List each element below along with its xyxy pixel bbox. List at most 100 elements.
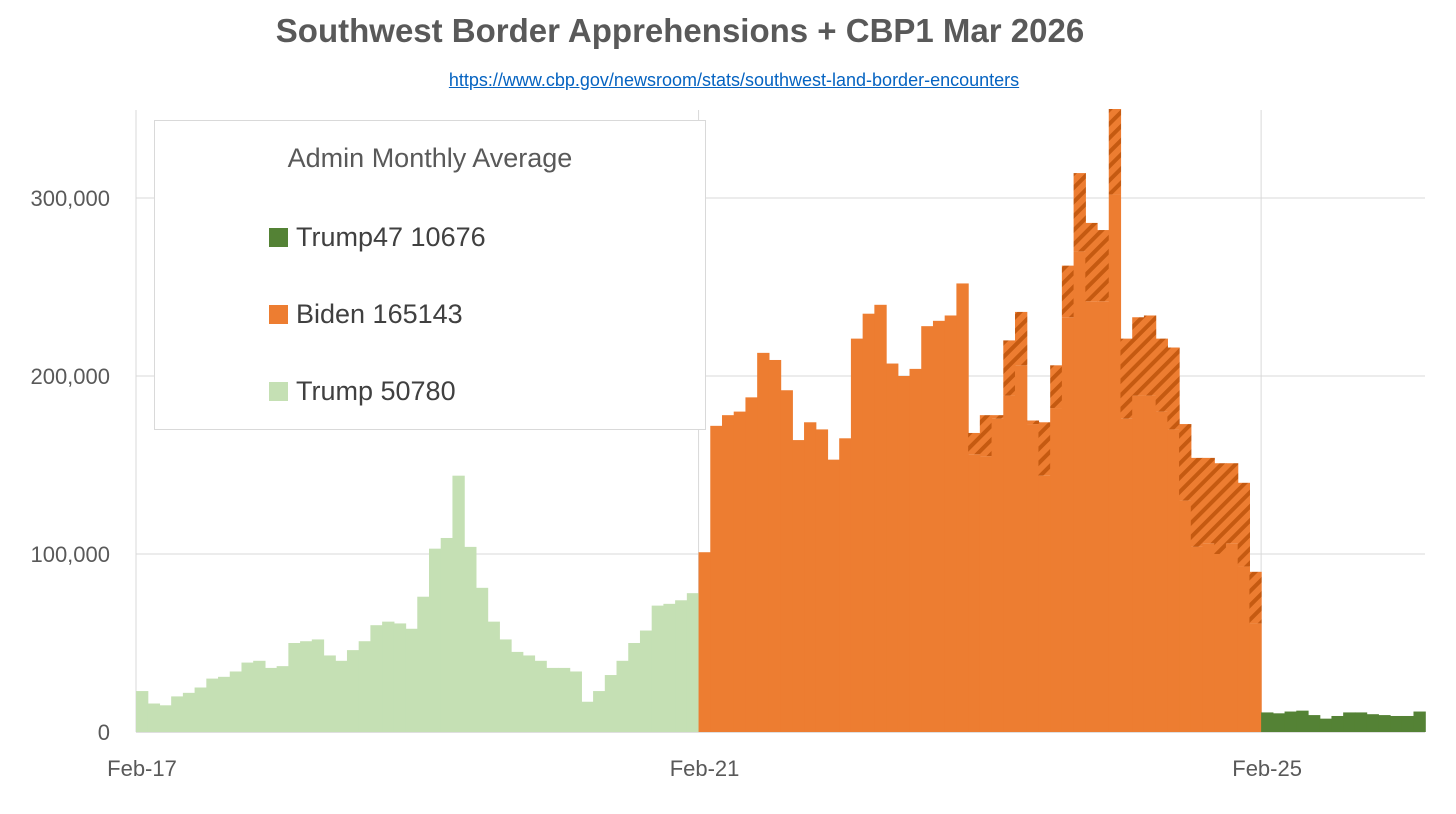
bar-biden-21 (944, 315, 957, 732)
bar-trump-11 (264, 667, 278, 732)
bar-trump-20 (370, 625, 383, 732)
x-tick-label-2: Feb-25 (1232, 756, 1302, 781)
bar-biden-cbp1-44 (1214, 463, 1227, 554)
bar-biden-7 (780, 390, 793, 732)
bar-biden-cbp1-47 (1249, 571, 1262, 624)
bar-biden-37 (1132, 395, 1145, 732)
bar-trump-26 (440, 537, 454, 732)
bar-biden-cbp1-38 (1143, 315, 1157, 396)
bar-trump-17 (335, 660, 348, 732)
bar-biden-39 (1155, 411, 1168, 732)
bar-biden-cbp1-46 (1237, 482, 1250, 567)
bar-trump-24 (417, 596, 430, 732)
bar-biden-16 (886, 363, 899, 732)
bar-trump-23 (405, 628, 418, 732)
bar-trump-36 (557, 667, 571, 732)
bar-biden-cbp1-23 (968, 432, 981, 455)
bar-biden-25 (991, 418, 1004, 732)
bar-trump-22 (393, 623, 407, 732)
bar-trump-9 (241, 662, 254, 732)
bar-biden-cbp1-31 (1061, 265, 1075, 318)
bar-trump-13 (288, 643, 301, 732)
bar-trump-14 (300, 641, 313, 732)
bar-trump47-11 (1390, 715, 1403, 732)
bar-biden-42 (1190, 546, 1204, 732)
bar-biden-cbp1-45 (1225, 463, 1239, 544)
bar-biden-cbp1-40 (1167, 347, 1180, 430)
bar-trump-15 (311, 639, 325, 732)
bar-biden-29 (1038, 475, 1051, 732)
bar-trump-31 (499, 639, 512, 732)
bar-trump-1 (147, 703, 161, 732)
bar-trump-3 (171, 696, 184, 732)
legend-label-trump47: Trump47 10676 (296, 221, 486, 252)
bar-trump-33 (522, 655, 536, 732)
legend-entry-biden: Biden 165143 (269, 297, 463, 331)
bar-biden-cbp1-30 (1050, 365, 1063, 409)
bar-trump-35 (546, 667, 559, 732)
bar-trump-43 (639, 630, 653, 732)
bar-biden-6 (768, 359, 782, 732)
x-tick-label-1: Feb-21 (670, 756, 740, 781)
bar-biden-cbp1-37 (1132, 317, 1145, 396)
legend-title: Admin Monthly Average (287, 143, 573, 173)
bar-trump-42 (628, 643, 641, 732)
bar-trump-8 (229, 671, 243, 732)
bar-biden-46 (1237, 566, 1250, 732)
bar-biden-14 (862, 313, 875, 732)
bar-biden-34 (1097, 301, 1110, 732)
bar-biden-11 (827, 459, 840, 732)
bar-biden-cbp1-35 (1108, 109, 1122, 195)
bar-trump-21 (382, 621, 395, 732)
legend-swatch-trump47 (269, 227, 288, 247)
bar-trump47-5 (1319, 718, 1333, 732)
bar-trump47-4 (1308, 715, 1321, 732)
bar-trump-19 (358, 641, 371, 732)
bar-biden-cbp1-28 (1026, 420, 1040, 425)
bar-biden-23 (968, 454, 981, 732)
x-tick-label-0: Feb-17 (107, 756, 177, 781)
bar-biden-cbp1-34 (1097, 230, 1110, 302)
bar-trump47-2 (1284, 711, 1297, 732)
bar-biden-cbp1-41 (1179, 424, 1192, 501)
bar-trump-10 (253, 660, 266, 732)
source-link[interactable]: https://www.cbp.gov/newsroom/stats/south… (448, 70, 1020, 90)
bar-biden-5 (757, 352, 770, 732)
bar-trump-5 (194, 687, 207, 732)
legend-label-trump: Trump 50780 (296, 375, 456, 406)
bar-trump-12 (276, 666, 289, 732)
bar-biden-15 (874, 304, 887, 732)
bar-biden-1 (710, 425, 723, 732)
bar-biden-cbp1-36 (1120, 338, 1133, 419)
bar-biden-4 (745, 397, 758, 732)
bar-biden-43 (1202, 543, 1215, 732)
bar-biden-17 (897, 376, 911, 732)
bar-trump-40 (604, 675, 618, 732)
bar-biden-36 (1120, 418, 1133, 732)
bar-biden-12 (839, 438, 852, 732)
bar-biden-cbp1-39 (1155, 338, 1168, 412)
bar-trump-28 (464, 546, 477, 732)
bar-trump-44 (651, 605, 664, 732)
bar-trump-32 (511, 651, 524, 732)
bar-trump-30 (487, 621, 500, 732)
bar-biden-cbp1-29 (1038, 422, 1051, 476)
bar-biden-cbp1-26 (1003, 340, 1016, 396)
bars (136, 109, 1426, 732)
bar-biden-10 (815, 429, 829, 732)
bar-trump-16 (323, 655, 336, 732)
bar-trump-46 (675, 600, 688, 732)
bar-biden-28 (1026, 424, 1040, 732)
bar-trump-37 (569, 671, 582, 732)
bar-trump47-6 (1331, 715, 1344, 732)
bar-biden-19 (921, 326, 934, 732)
bar-biden-18 (909, 368, 922, 732)
bar-trump-45 (663, 603, 676, 732)
bar-trump-25 (429, 548, 442, 732)
bar-trump-29 (475, 587, 489, 732)
bar-biden-30 (1050, 408, 1063, 732)
bar-trump-6 (206, 678, 219, 732)
bar-biden-cbp1-25 (991, 415, 1004, 419)
bar-trump-41 (616, 660, 629, 732)
